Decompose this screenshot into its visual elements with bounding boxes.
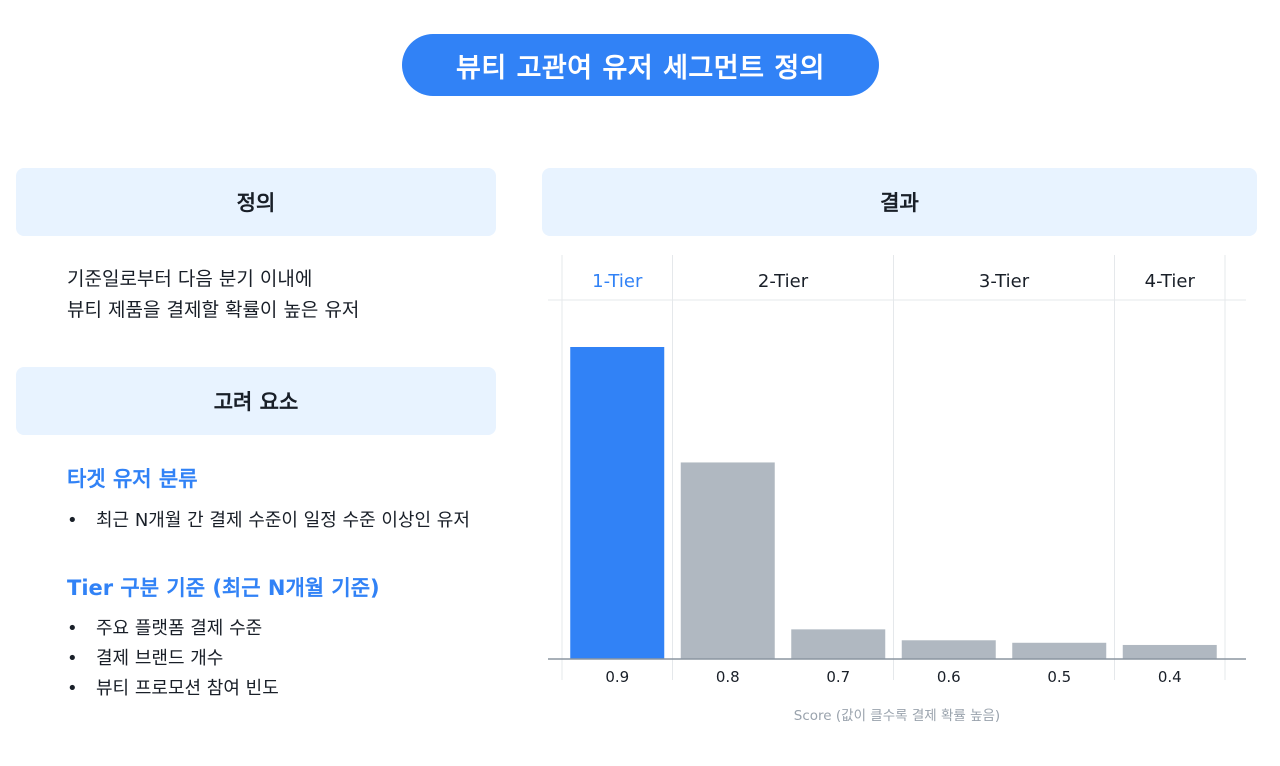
x-axis-label: Score (값이 클수록 결제 확률 높음) — [794, 708, 1000, 724]
bullet-icon: • — [67, 618, 78, 639]
tier-label: 1-Tier — [592, 271, 643, 292]
list-item: • 주요 플랫폼 결제 수준 — [67, 614, 279, 644]
x-tick-label: 0.9 — [605, 668, 629, 686]
x-tick-label: 0.6 — [937, 668, 961, 686]
tier-bullet-list: • 주요 플랫폼 결제 수준 • 결제 브랜드 개수 • 뷰티 프로모션 참여 빈도 — [67, 614, 279, 704]
bar — [901, 640, 996, 659]
tier-label: 3-Tier — [979, 271, 1030, 292]
x-tick-label: 0.4 — [1158, 668, 1182, 686]
bar — [791, 629, 886, 659]
result-header: 결과 — [542, 168, 1257, 236]
definition-text: 기준일로부터 다음 분기 이내에 뷰티 제품을 결제할 확률이 높은 유저 — [67, 264, 359, 326]
tier-label: 4-Tier — [1145, 271, 1196, 292]
definition-header: 정의 — [16, 168, 496, 236]
list-item: • 결제 브랜드 개수 — [67, 644, 279, 674]
definition-line: 기준일로부터 다음 분기 이내에 — [67, 268, 313, 290]
bullet-icon: • — [67, 648, 78, 669]
x-tick-label: 0.8 — [716, 668, 740, 686]
page-title: 뷰티 고관여 유저 세그먼트 정의 — [402, 34, 879, 96]
target-bullet-list: • 최근 N개월 간 결제 수준이 일정 수준 이상인 유저 — [67, 506, 470, 536]
bullet-icon: • — [67, 678, 78, 699]
tier-label: 2-Tier — [758, 271, 809, 292]
x-tick-label: 0.5 — [1047, 668, 1071, 686]
list-item: • 뷰티 프로모션 참여 빈도 — [67, 674, 279, 704]
bar — [1012, 642, 1107, 659]
list-item: • 최근 N개월 간 결제 수준이 일정 수준 이상인 유저 — [67, 506, 470, 536]
factors-header: 고려 요소 — [16, 367, 496, 435]
bar — [570, 347, 665, 659]
target-user-title: 타겟 유저 분류 — [67, 467, 198, 491]
bar — [1122, 644, 1217, 659]
bar — [680, 462, 775, 659]
tier-score-bar-chart: 1-Tier 2-Tier 3-Tier 4-Tier 0.9 0.8 0.7 0.6 0.5 0… — [548, 255, 1246, 724]
tier-criteria-title: Tier 구분 기준 (최근 N개월 기준) — [67, 576, 380, 600]
bullet-icon: • — [67, 510, 78, 531]
x-tick-label: 0.7 — [826, 668, 850, 686]
definition-line: 뷰티 제품을 결제할 확률이 높은 유저 — [67, 299, 360, 321]
